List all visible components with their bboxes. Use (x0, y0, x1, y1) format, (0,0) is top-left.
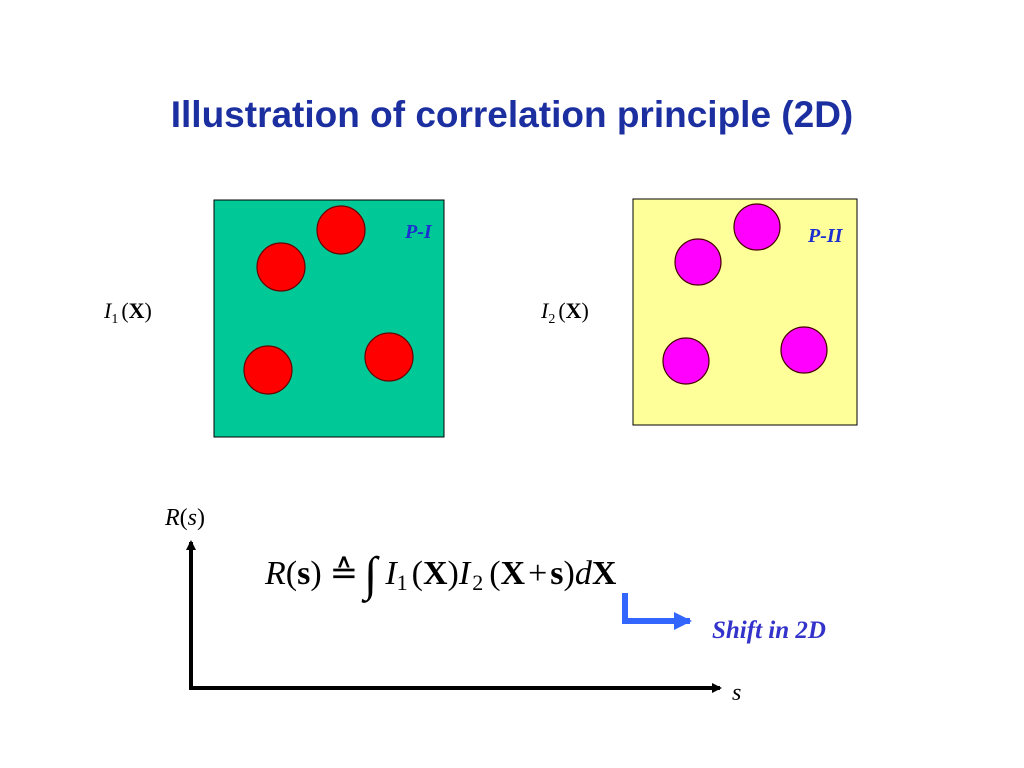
text-part: I (458, 555, 472, 592)
text-part: ) (310, 555, 321, 592)
particles-1 (243, 205, 414, 395)
annotation: Shift in 2D (712, 617, 826, 644)
formula: R(s) ≙ ∫ I1 (X)I2 (X+s)dX (264, 548, 617, 603)
text-part: I (540, 298, 550, 323)
function-label: I1 (X) (103, 298, 152, 327)
text-part: s (297, 555, 310, 592)
panel-label: P-II (807, 225, 844, 247)
text-part: X (423, 555, 448, 592)
text-part: s (188, 505, 197, 531)
particles-2 (662, 203, 828, 385)
function-label: I2 (X) (540, 298, 589, 327)
text-part: 2 (548, 312, 555, 327)
text-part: ( (180, 505, 188, 531)
slide-title: Illustration of correlation principle (2… (171, 94, 854, 135)
x-axis-label: s (732, 680, 741, 706)
text-part: X (129, 298, 145, 323)
y-axis-label: R(s) (164, 505, 205, 531)
text-part: + (528, 555, 547, 592)
shift-arrow (622, 593, 692, 630)
text-part: 2 (472, 570, 483, 595)
text-part: X (501, 555, 526, 592)
text-part: ( (412, 555, 423, 592)
text-part: ) (582, 298, 589, 323)
text-part: R (264, 555, 286, 592)
text-part: X (566, 298, 582, 323)
text-part: ≙ (330, 555, 359, 592)
text-part: ) (145, 298, 152, 323)
text-part: ) (448, 555, 459, 592)
text-part: 1 (111, 312, 118, 327)
text-part: I (103, 298, 113, 323)
text-part: ) (564, 555, 575, 592)
text-part: 1 (397, 570, 408, 595)
text-part: ) (197, 505, 205, 531)
text-part: ( (489, 555, 500, 592)
panel-label: P-I (404, 221, 433, 243)
text-part: X (592, 555, 617, 592)
text-part: s (550, 555, 563, 592)
text-part: ( (286, 555, 297, 592)
text-part: ( (558, 298, 565, 323)
text-part: R (164, 505, 180, 531)
text-part: d (575, 555, 593, 592)
text-part: ( (121, 298, 128, 323)
text-part: I (384, 555, 398, 592)
text-part: ∫ (361, 548, 380, 603)
